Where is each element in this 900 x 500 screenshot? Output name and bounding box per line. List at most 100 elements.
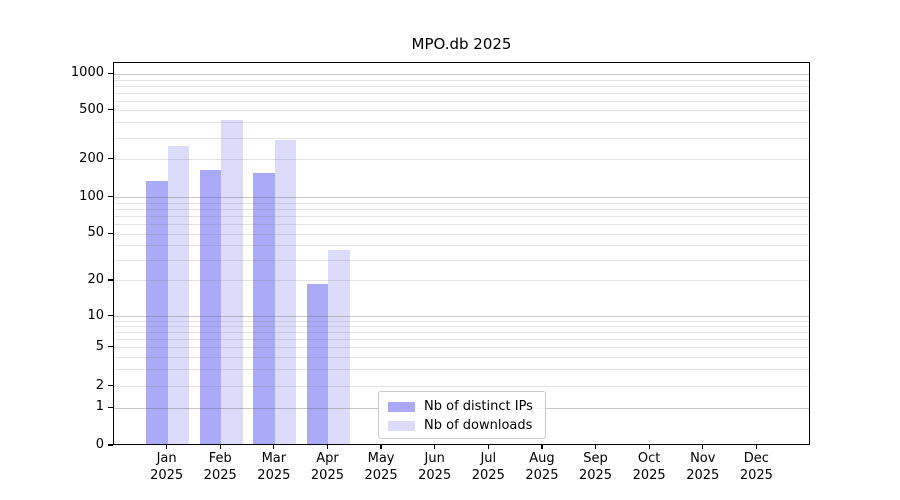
gridline-minor (114, 347, 809, 349)
legend-item-distinct-ips: Nb of distinct IPs (379, 397, 545, 416)
x-tick-year: 2025 (310, 467, 344, 483)
y-tick-label: 10 (87, 307, 104, 323)
x-tick-mark (166, 445, 168, 449)
y-tick-mark (108, 345, 113, 348)
x-tick-label-may: May 2025 (351, 451, 411, 484)
x-tick-label-jul: Jul 2025 (458, 451, 518, 484)
y-tick-label: 100 (79, 188, 104, 204)
x-tick-label-dec: Dec 2025 (726, 451, 786, 484)
x-tick-mark (380, 445, 382, 449)
y-tick-label: 500 (79, 101, 104, 117)
x-tick-mark (755, 445, 757, 449)
gridline-minor (114, 338, 809, 340)
gridline-minor (114, 332, 809, 333)
gridline-minor (114, 110, 809, 112)
y-tick-label: 5 (95, 338, 104, 354)
legend-swatch-downloads-icon (388, 420, 415, 431)
bar-apr-distinct-ips (307, 284, 329, 444)
x-tick-year: 2025 (203, 467, 237, 483)
legend-label-distinct-ips: Nb of distinct IPs (424, 399, 533, 414)
gridline-minor (114, 159, 809, 161)
y-tick-label: 20 (87, 271, 104, 287)
x-tick-year: 2025 (364, 467, 398, 483)
legend: Nb of distinct IPs Nb of downloads (378, 391, 546, 439)
gridline-minor (114, 137, 809, 139)
gridline-minor (114, 79, 809, 81)
y-tick-label: 1000 (70, 65, 104, 81)
gridline-minor (114, 368, 809, 370)
y-tick-mark (108, 279, 113, 281)
x-tick-label-feb: Feb 2025 (190, 451, 250, 484)
y-tick-label: 1 (95, 399, 104, 415)
gridline-minor (114, 259, 809, 261)
x-tick-label-jan: Jan 2025 (137, 451, 197, 484)
gridline-minor (114, 386, 809, 388)
gridline-major (114, 197, 809, 199)
y-tick-mark (108, 72, 113, 75)
plot-area: Nb of distinct IPs Nb of downloads (113, 62, 810, 445)
y-tick-label: 0 (95, 437, 104, 452)
x-tick-mark (273, 445, 275, 449)
y-tick-mark (108, 314, 113, 317)
y-tick-mark (108, 444, 113, 446)
gridline-minor (114, 202, 809, 204)
chart-title: MPO.db 2025 (411, 35, 512, 53)
bar-mar-downloads (274, 139, 297, 444)
gridline-major (114, 315, 809, 318)
y-tick-mark (108, 406, 113, 409)
x-tick-year: 2025 (578, 467, 613, 483)
x-tick-year: 2025 (632, 467, 666, 483)
x-tick-label-mar: Mar 2025 (244, 451, 304, 484)
x-tick-label-aug: Aug 2025 (512, 451, 572, 484)
gridline-minor (114, 85, 809, 87)
x-tick-label-jun: Jun 2025 (405, 451, 465, 484)
gridline-minor (114, 122, 809, 124)
gridline-minor (114, 216, 809, 218)
x-tick-mark (219, 445, 221, 449)
bar-apr-downloads (328, 250, 350, 444)
y-tick-label: 2 (95, 377, 104, 393)
bar-feb-downloads (221, 119, 243, 444)
x-tick-label-nov: Nov 2025 (673, 451, 733, 484)
x-tick-year: 2025 (686, 467, 720, 483)
bar-mar-distinct-ips (253, 172, 275, 444)
y-tick-mark (108, 109, 113, 111)
x-tick-mark (487, 445, 489, 449)
x-tick-label-oct: Oct 2025 (619, 451, 679, 484)
bar-jan-distinct-ips (146, 181, 168, 444)
y-tick-mark (108, 196, 113, 198)
x-tick-mark (541, 445, 543, 449)
legend-label-downloads: Nb of downloads (424, 418, 533, 433)
x-tick-mark (648, 445, 650, 449)
x-tick-year: 2025 (257, 467, 291, 483)
gridline-minor (114, 233, 809, 235)
x-tick-year: 2025 (150, 467, 184, 483)
x-tick-label-apr: Apr 2025 (297, 451, 357, 484)
gridline-minor (114, 245, 809, 247)
x-tick-mark (434, 445, 436, 449)
gridline-minor (114, 320, 809, 322)
x-tick-label-sep: Sep 2025 (566, 451, 626, 484)
gridline-minor (114, 326, 809, 328)
x-tick-year: 2025 (471, 467, 505, 483)
x-tick-year: 2025 (418, 467, 452, 483)
y-tick-mark (108, 158, 113, 160)
gridline-major (114, 73, 809, 76)
gridline-minor (114, 209, 809, 211)
bar-feb-distinct-ips (199, 169, 222, 444)
x-tick-year: 2025 (525, 467, 559, 483)
y-tick-mark (108, 385, 113, 387)
x-tick-mark (702, 445, 704, 449)
gridline-minor (114, 356, 809, 358)
legend-item-downloads: Nb of downloads (379, 416, 545, 435)
x-tick-mark (326, 445, 329, 449)
x-tick-mark (594, 445, 597, 449)
y-tick-mark (108, 232, 113, 234)
gridline-minor (114, 224, 809, 226)
gridline-minor (114, 280, 809, 282)
gridline-minor (114, 92, 809, 94)
y-tick-label: 50 (87, 225, 104, 241)
x-tick-year: 2025 (739, 467, 773, 483)
legend-swatch-distinct-ips-icon (388, 401, 415, 412)
